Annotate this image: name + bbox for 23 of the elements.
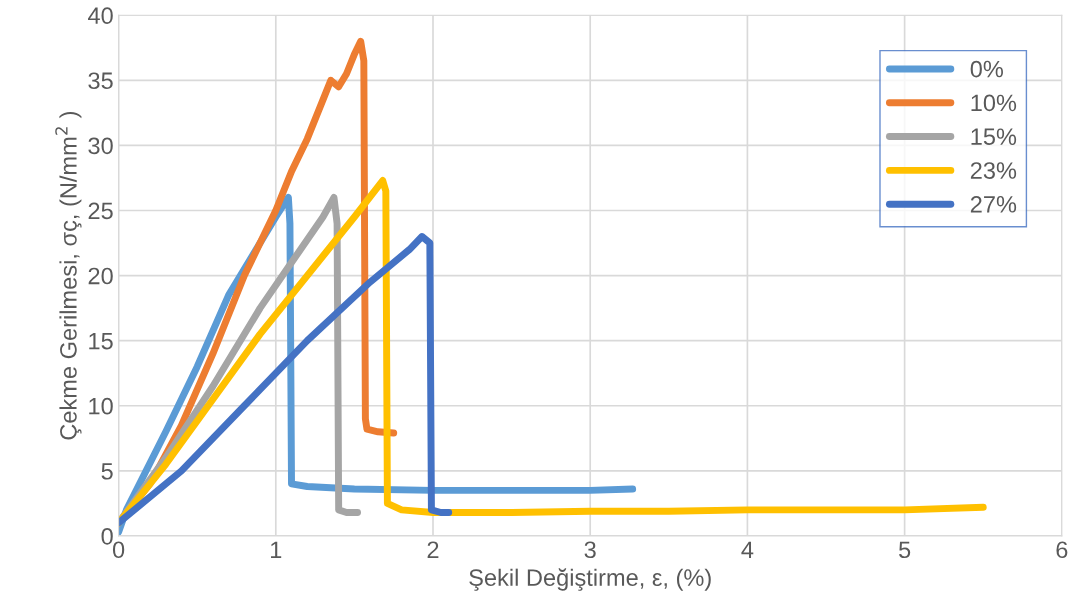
y-tick-label: 35 xyxy=(88,72,113,90)
legend-label: 23% xyxy=(970,162,1017,179)
y-tick-label: 20 xyxy=(88,267,113,285)
legend-label: 15% xyxy=(971,128,1017,146)
legend-label: 10% xyxy=(971,94,1017,112)
x-tick-label: 4 xyxy=(741,541,754,558)
y-tick-label: 10 xyxy=(89,397,113,415)
x-tick-label: 6 xyxy=(1056,541,1068,559)
y-tick-label: 40 xyxy=(88,7,113,25)
y-axis-title: Çekme Gerilmesi, σç, (N/mm$^{2}$ ) xyxy=(55,111,82,440)
x-tick-label: 1 xyxy=(271,541,282,558)
x-tick-label: 0 xyxy=(112,541,125,559)
y-tick-label: 0 xyxy=(101,527,113,545)
y-tick-label: 15 xyxy=(89,332,113,350)
x-tick-label: 2 xyxy=(427,541,439,558)
y-tick-label: 25 xyxy=(88,202,113,220)
x-tick-label: 5 xyxy=(899,541,911,559)
y-tick-label: 30 xyxy=(88,137,113,155)
y-tick-label: 5 xyxy=(101,463,113,480)
legend-label: 0% xyxy=(970,60,1003,78)
x-tick-label: 3 xyxy=(584,541,596,559)
legend-label: 27% xyxy=(970,195,1017,213)
x-axis-title: Şekil Değiştirme, ε, (%) xyxy=(469,568,711,591)
